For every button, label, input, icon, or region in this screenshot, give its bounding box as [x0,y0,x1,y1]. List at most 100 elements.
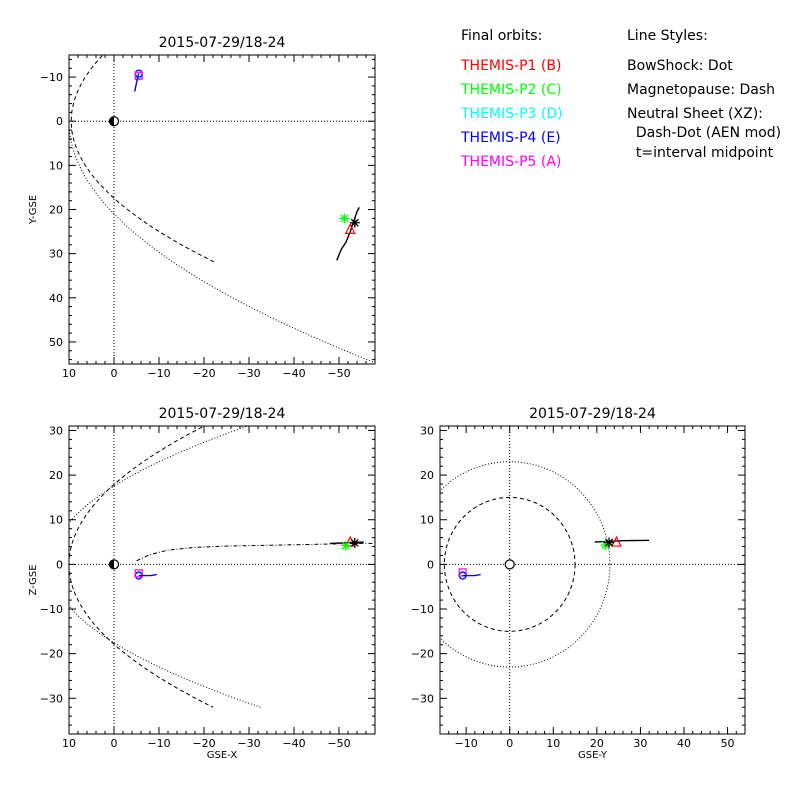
probe-p4-track [134,73,140,92]
earth-night-side [109,559,114,569]
probe-marker-p5 [134,71,143,80]
plot-area [69,426,375,734]
neutral-sheet-line [136,542,375,562]
star-stroke [340,214,349,223]
probe-marker-p2 [340,540,351,551]
x-tick-label: −40 [282,737,305,750]
y-tick-label: 30 [420,424,434,437]
magnetopause-line [70,55,216,263]
star-stroke [605,538,614,547]
legend-styles-title: Line Styles: [627,28,708,44]
y-tick-label: 50 [49,336,63,349]
magnetopause-south-line [69,564,214,708]
plot-title: 2015-07-29/18-24 [159,406,286,422]
probe-p4-track [138,573,157,577]
star-stroke [350,218,359,227]
probe-marker-center [349,217,360,228]
y-axis-label: Z-GSE [28,564,39,595]
y-tick-label: 40 [49,292,63,305]
plot-frame [68,425,376,735]
legend-orbits: Final orbits: THEMIS-P1 (B) THEMIS-P2 (C… [460,28,563,170]
bowshock-circle [440,461,611,668]
y-tick-label: 10 [49,159,63,172]
bowshock-line [69,129,375,364]
y-tick-label: −30 [40,692,63,705]
y-tick-label: 0 [56,115,63,128]
plot-frame [68,54,376,365]
y-tick-label: −30 [411,692,434,705]
star-stroke [341,541,350,550]
plot-panel-3: −10 0 10 20 30 40 50 −30 −20 −10 0 10 20 30 2015-07-29… [411,406,746,761]
probe-marker-p2 [339,213,350,224]
bowshock-south-line [69,605,261,708]
y-tick-label: 0 [56,558,63,571]
x-tick-label: −50 [327,737,350,750]
x-tick-label: 30 [633,737,647,750]
star-stroke [350,538,359,547]
y-tick-label: 20 [49,469,63,482]
x-tick-label: 10 [546,737,560,750]
magnetopause-north-line [69,426,206,565]
y-tick-label: −20 [411,648,434,661]
legend-style-interval: t=interval midpoint [627,145,774,161]
legend-style-magnetopause: Magnetopause: Dash [627,82,775,98]
plot-panels: 10 0 −10 −20 −30 −40 −50 −10 0 10 20 30 40 50 2015-07-… [28,35,746,761]
x-axis-label: GSE-X [207,750,238,761]
legend-probe-p2: THEMIS-P2 (C) [460,82,562,98]
legend-orbits-title: Final orbits: [461,28,542,44]
x-axis-label: GSE-Y [578,750,608,761]
y-tick-label: −20 [40,648,63,661]
bowshock-north-line [69,426,250,524]
x-tick-label: 0 [111,367,118,380]
x-tick-label: −40 [282,367,305,380]
x-tick-label: −50 [327,367,350,380]
y-axis-label: Y-GSE [28,195,39,225]
x-tick-label: 20 [590,737,604,750]
y-tick-label: −10 [40,603,63,616]
x-tick-label: 40 [677,737,691,750]
plot-area [440,426,745,734]
plot-frame [439,425,746,735]
plot-title: 2015-07-29/18-24 [159,35,286,51]
legend-probe-p4: THEMIS-P4 (E) [460,130,561,146]
plot-panel-2: 10 0 −10 −20 −30 −40 −50 −30 −20 −10 0 10 20 30 2015-0… [28,406,376,761]
x-tick-label: −20 [192,367,215,380]
y-tick-label: 30 [49,248,63,261]
earth-night-side [109,116,114,126]
y-tick-label: −10 [40,71,63,84]
x-tick-label: −30 [237,367,260,380]
legend-probe-p3: THEMIS-P3 (D) [460,106,563,122]
orbit-track [336,206,360,261]
plot-panel-1: 10 0 −10 −20 −30 −40 −50 −10 0 10 20 30 40 50 2015-07-… [28,35,376,380]
probe-marker-p1 [610,535,622,547]
probe-p4-track [462,573,481,577]
earth-icon [504,559,515,570]
orbit-track [594,539,650,543]
y-tick-label: 0 [427,558,434,571]
x-tick-label: 0 [506,737,513,750]
y-tick-label: −10 [411,603,434,616]
probe-marker-center [604,537,615,548]
y-tick-label: 20 [49,204,63,217]
x-tick-label: −30 [237,737,260,750]
legend-line-styles: Line Styles: BowShock: Dot Magnetopause:… [627,28,781,161]
y-tick-label: 10 [420,514,434,527]
probe-marker-p1 [344,223,356,234]
magnetopause-circle [443,496,576,632]
probe-marker-p5 [134,569,143,578]
x-tick-label: −10 [455,737,478,750]
plot-title: 2015-07-29/18-24 [529,406,656,422]
legend-probe-p5: THEMIS-P5 (A) [460,154,561,170]
legend-style-neutral-sheet: Neutral Sheet (XZ): [627,106,763,122]
y-tick-label: 10 [49,514,63,527]
x-tick-label: 0 [111,737,118,750]
legend-style-dashdot: Dash-Dot (AEN mod) [627,125,781,141]
legend-probe-p1: THEMIS-P1 (B) [460,58,561,74]
x-tick-label: 10 [62,367,76,380]
plot-area [69,55,375,364]
x-tick-label: 50 [721,737,735,750]
x-tick-label: −20 [192,737,215,750]
x-tick-label: −10 [147,367,170,380]
y-tick-label: 30 [49,424,63,437]
